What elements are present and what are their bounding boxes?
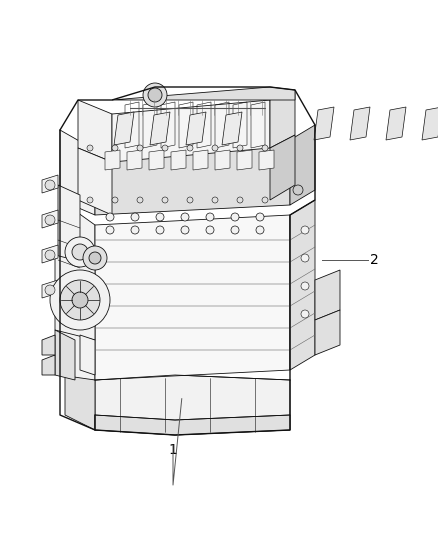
Polygon shape (55, 330, 75, 380)
Circle shape (162, 145, 168, 151)
Circle shape (231, 213, 239, 221)
Circle shape (293, 185, 303, 195)
Polygon shape (95, 140, 290, 215)
Polygon shape (315, 310, 340, 355)
Polygon shape (149, 150, 164, 170)
Circle shape (156, 213, 164, 221)
Circle shape (206, 226, 214, 234)
Polygon shape (95, 415, 290, 435)
Polygon shape (95, 215, 290, 380)
Circle shape (112, 197, 118, 203)
Circle shape (143, 83, 167, 107)
Text: 2: 2 (370, 253, 379, 267)
Polygon shape (80, 335, 95, 375)
Circle shape (72, 292, 88, 308)
Circle shape (83, 246, 107, 270)
Circle shape (212, 197, 218, 203)
Circle shape (301, 282, 309, 290)
Polygon shape (78, 148, 112, 215)
Circle shape (162, 197, 168, 203)
Polygon shape (42, 335, 55, 355)
Polygon shape (314, 107, 334, 140)
Circle shape (181, 213, 189, 221)
Polygon shape (186, 112, 206, 145)
Polygon shape (270, 135, 295, 200)
Polygon shape (150, 112, 170, 145)
Circle shape (301, 310, 309, 318)
Circle shape (206, 213, 214, 221)
Circle shape (87, 145, 93, 151)
Polygon shape (422, 107, 438, 140)
Polygon shape (193, 150, 208, 170)
Circle shape (187, 145, 193, 151)
Circle shape (131, 226, 139, 234)
Circle shape (256, 213, 264, 221)
Circle shape (112, 145, 118, 151)
Circle shape (45, 215, 55, 225)
Polygon shape (222, 112, 242, 145)
Polygon shape (171, 150, 186, 170)
Circle shape (45, 285, 55, 295)
Circle shape (237, 197, 243, 203)
Polygon shape (127, 150, 142, 170)
Circle shape (106, 213, 114, 221)
Circle shape (262, 197, 268, 203)
Circle shape (72, 244, 88, 260)
Polygon shape (215, 150, 230, 170)
Polygon shape (78, 100, 112, 162)
Circle shape (137, 145, 143, 151)
Circle shape (301, 254, 309, 262)
Polygon shape (55, 255, 95, 340)
Polygon shape (315, 270, 340, 320)
Circle shape (137, 197, 143, 203)
Circle shape (301, 226, 309, 234)
Circle shape (262, 145, 268, 151)
Polygon shape (112, 87, 295, 100)
Polygon shape (386, 107, 406, 140)
Circle shape (156, 226, 164, 234)
Polygon shape (290, 200, 315, 370)
Polygon shape (290, 125, 315, 205)
Circle shape (89, 252, 101, 264)
Circle shape (187, 197, 193, 203)
Polygon shape (58, 185, 80, 280)
Polygon shape (42, 355, 55, 375)
Polygon shape (270, 90, 295, 148)
Circle shape (231, 226, 239, 234)
Polygon shape (112, 100, 270, 162)
Text: 1: 1 (169, 443, 177, 457)
Circle shape (87, 197, 93, 203)
Circle shape (131, 213, 139, 221)
Circle shape (45, 250, 55, 260)
Circle shape (237, 145, 243, 151)
Polygon shape (42, 245, 58, 263)
Circle shape (148, 88, 162, 102)
Polygon shape (60, 200, 95, 380)
Polygon shape (65, 370, 95, 430)
Polygon shape (350, 107, 370, 140)
Circle shape (50, 270, 110, 330)
Polygon shape (259, 150, 274, 170)
Circle shape (65, 237, 95, 267)
Circle shape (106, 226, 114, 234)
Circle shape (45, 180, 55, 190)
Polygon shape (237, 150, 252, 170)
Circle shape (181, 226, 189, 234)
Polygon shape (60, 130, 95, 215)
Polygon shape (42, 175, 58, 193)
Circle shape (256, 226, 264, 234)
Circle shape (212, 145, 218, 151)
Circle shape (60, 280, 100, 320)
Polygon shape (105, 150, 120, 170)
Polygon shape (114, 112, 134, 145)
Polygon shape (95, 375, 290, 435)
Polygon shape (42, 280, 58, 298)
Polygon shape (42, 210, 58, 228)
